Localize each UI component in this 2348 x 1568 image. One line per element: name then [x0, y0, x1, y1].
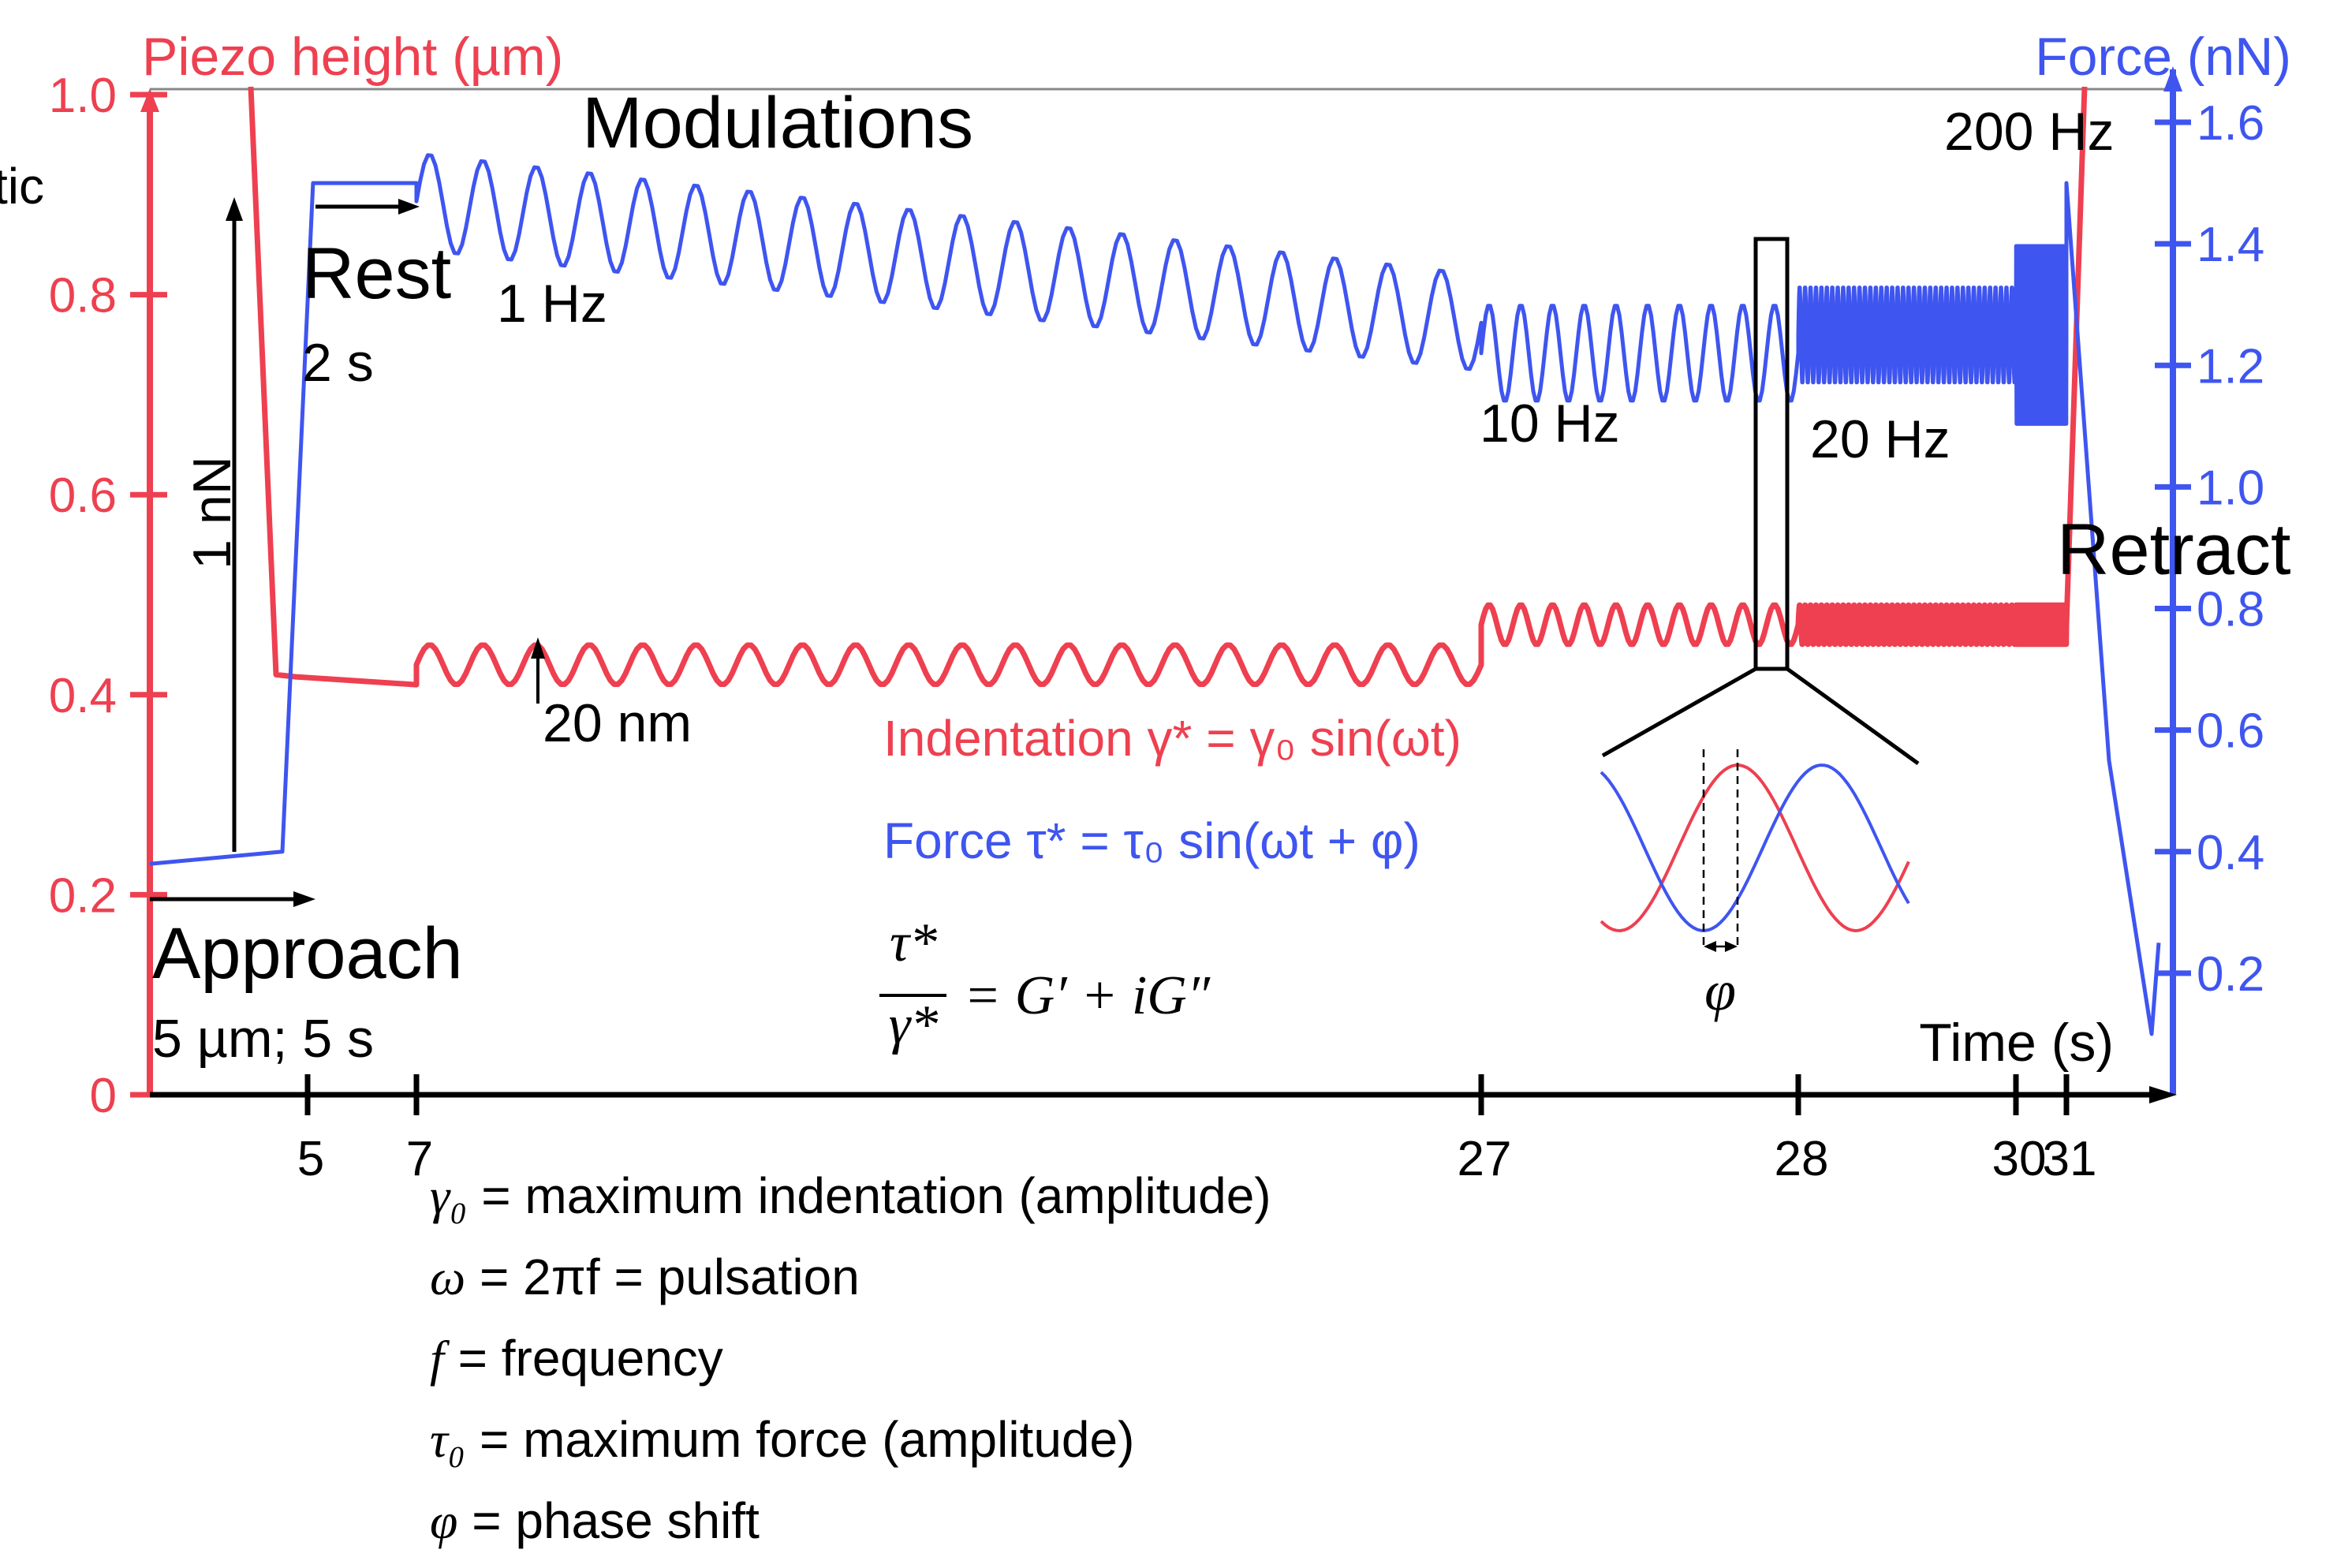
inset-phase-arrow-left-head [1704, 941, 1716, 952]
ratio-numerator: τ* [890, 913, 937, 973]
ratio-rhs: = G′ + iG″ [964, 965, 1211, 1026]
left-tick-label: 1.0 [49, 69, 117, 123]
approach-arrow-head [293, 891, 315, 907]
definition-tau: τ₀ = maximum force (amplitude) [430, 1399, 1271, 1480]
twenty-nm-arrow-head [531, 637, 545, 659]
inset-force-wave [1600, 763, 1910, 932]
left-y-ticks: 0 0.2 0.4 0.6 0.8 1.0 [49, 69, 167, 1123]
left-tick-label: 0 [90, 1069, 117, 1123]
right-tick-label: 0.2 [2197, 947, 2264, 1002]
freq-1-label: 1 Hz [497, 274, 607, 334]
x-tick-label: 5 [297, 1132, 324, 1186]
x-axis-title: Time (s) [1919, 1013, 2114, 1073]
definition-phi: φ = phase shift [430, 1480, 1271, 1562]
x-tick-label: 7 [406, 1132, 433, 1186]
approach-label: Approach [152, 913, 463, 994]
inset-phase-arrow-right-head [1725, 941, 1738, 952]
rest-time-label: 2 s [302, 333, 374, 393]
freq-200-label: 200 Hz [1944, 102, 2114, 162]
definition-omega: ω = 2πf = pulsation [430, 1237, 1271, 1318]
symbol-definitions: γ₀ = maximum indentation (amplitude) ω =… [430, 1155, 1271, 1562]
definition-tau-symbol: τ₀ [430, 1412, 466, 1468]
x-axis-arrow [2149, 1086, 2177, 1103]
zoom-box [1753, 237, 1790, 671]
retract-label: Retract [2057, 510, 2291, 590]
x-tick-label: 30 [1992, 1132, 2047, 1186]
right-tick-label: 0.8 [2197, 583, 2264, 637]
fragment-text: tic [0, 158, 44, 215]
left-y-axis-arrow [140, 88, 159, 112]
definition-omega-symbol: ω [430, 1249, 466, 1305]
right-tick-label: 0.4 [2197, 826, 2264, 880]
left-tick-label: 0.4 [49, 669, 117, 723]
one-nn-arrow-head [226, 197, 243, 221]
definition-gamma-text: = maximum indentation (amplitude) [467, 1167, 1271, 1224]
definition-tau-text: = maximum force (amplitude) [465, 1411, 1135, 1468]
zoom-line-right [1786, 666, 1920, 766]
left-axis-title: Piezo height (µm) [142, 27, 563, 87]
twenty-nm-label: 20 nm [543, 693, 692, 753]
x-tick-label: 28 [1775, 1132, 1829, 1186]
one-nn-label: 1 nN [182, 456, 242, 569]
right-axis-title: Force (nN) [2035, 27, 2291, 87]
right-tick-label: 1.2 [2197, 339, 2264, 394]
ratio-denominator: γ* [889, 995, 939, 1055]
right-tick-label: 1.0 [2197, 461, 2264, 515]
x-tick-label: 27 [1458, 1132, 1512, 1186]
right-tick-label: 1.4 [2197, 218, 2264, 272]
zoom-line-left [1601, 666, 1757, 758]
x-tick-label: 31 [2043, 1132, 2097, 1186]
inset-indentation-wave [1600, 763, 1910, 933]
inset-phi-label: φ [1704, 959, 1736, 1022]
force-equation: Force τ* = τ₀ sin(ωt + φ) [883, 812, 1420, 869]
right-y-axis-arrow [2163, 66, 2182, 91]
right-tick-label: 0.6 [2197, 704, 2264, 759]
approach-detail-label: 5 µm; 5 s [152, 1009, 374, 1069]
definition-gamma: γ₀ = maximum indentation (amplitude) [430, 1155, 1271, 1237]
left-tick-label: 0.2 [49, 868, 117, 923]
definition-frequency-symbol: f [430, 1331, 444, 1387]
definition-phi-symbol: φ [430, 1493, 458, 1549]
modulations-label: Modulations [582, 83, 973, 163]
left-tick-label: 0.6 [49, 469, 117, 523]
definition-omega-text: = 2πf = pulsation [465, 1249, 860, 1305]
definition-gamma-symbol: γ₀ [430, 1168, 468, 1224]
right-tick-label: 1.6 [2197, 96, 2264, 151]
right-y-ticks: 0.2 0.4 0.6 0.8 1.0 1.2 1.4 1.6 [2155, 96, 2264, 1002]
series-force-line [149, 153, 2161, 1036]
freq-10-label: 10 Hz [1480, 394, 1620, 454]
left-tick-label: 0.8 [49, 269, 117, 323]
series-piezo-line [248, 86, 2088, 688]
rest-arrow-head [398, 199, 420, 215]
definition-phi-text: = phase shift [457, 1492, 760, 1549]
definition-frequency-text: = frequency [443, 1330, 723, 1387]
definition-frequency: f = frequency [430, 1318, 1271, 1399]
indentation-equation: Indentation γ* = γ₀ sin(ωt) [883, 710, 1461, 767]
freq-20-label: 20 Hz [1810, 409, 1950, 469]
rest-label: Rest [302, 233, 451, 314]
